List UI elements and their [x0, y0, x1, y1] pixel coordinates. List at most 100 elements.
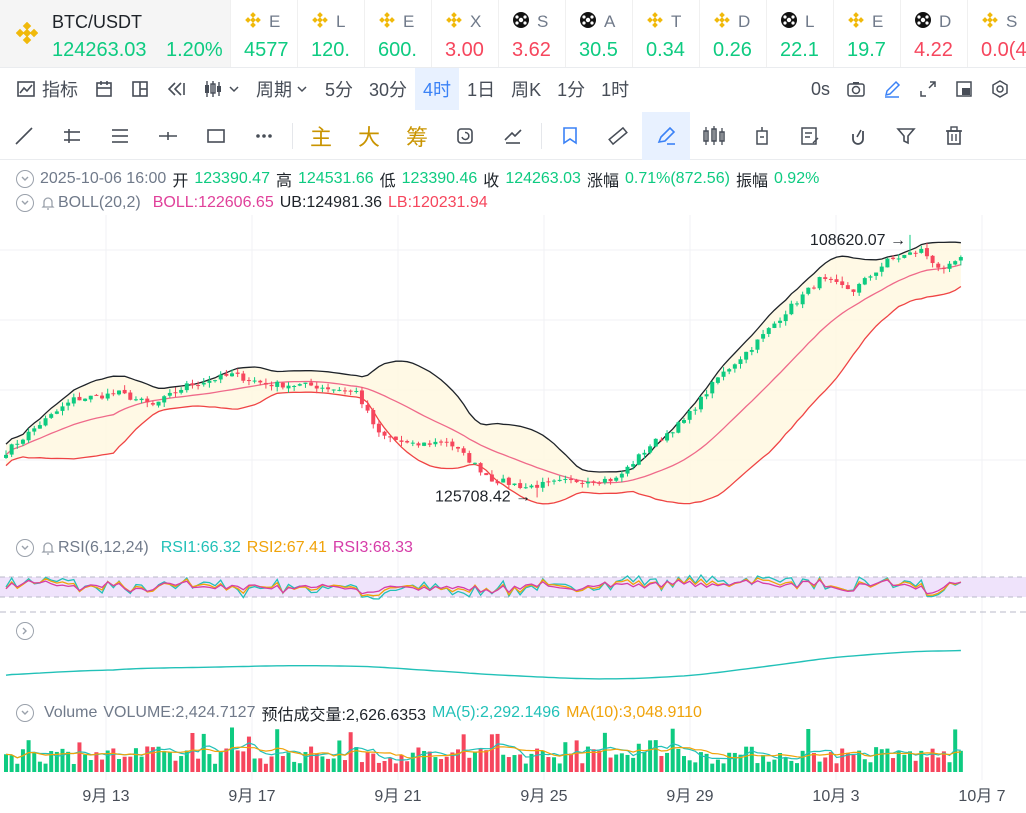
chevron-down-icon: [297, 86, 307, 93]
big-order-tool[interactable]: 大: [345, 112, 393, 160]
edit-button[interactable]: [874, 68, 910, 110]
candle-body: [676, 422, 681, 433]
interval-tab[interactable]: 30分: [361, 68, 415, 110]
position-icon: [756, 126, 768, 145]
collapse-icon[interactable]: [16, 170, 34, 188]
volume-bar: [676, 748, 681, 772]
interval-tab[interactable]: 周K: [503, 68, 549, 110]
volume-bar: [766, 761, 771, 772]
candle-body: [642, 452, 647, 455]
expand-icon: [920, 81, 936, 97]
volume-bar: [874, 747, 879, 772]
collapse-icon[interactable]: [16, 194, 34, 212]
window-button[interactable]: [946, 68, 982, 110]
candle-body: [840, 281, 845, 285]
trendline-tool[interactable]: [0, 112, 48, 160]
ticker-item[interactable]: D 0.26: [699, 0, 766, 67]
screenshot-button[interactable]: [838, 68, 874, 110]
ray-tool[interactable]: [144, 112, 192, 160]
channel-tool[interactable]: [96, 112, 144, 160]
interval-tab[interactable]: 4时: [415, 68, 460, 110]
indicator-button[interactable]: 指标: [0, 68, 86, 110]
rectangle-tool[interactable]: [192, 112, 240, 160]
ticker-item[interactable]: L 120.: [297, 0, 364, 67]
indicator-icon: [17, 81, 35, 97]
ticker-item[interactable]: S 0.0(4: [967, 0, 1026, 67]
interval-label: 30分: [369, 80, 408, 100]
bell-icon[interactable]: [40, 195, 56, 211]
ticker-main-btc[interactable]: BTC/USDT 124263.03 1.20%: [0, 0, 230, 67]
interval-tab[interactable]: 5分: [317, 68, 361, 110]
volume-bar: [941, 751, 946, 772]
volume-bar: [659, 755, 664, 772]
hline-tool[interactable]: [48, 112, 96, 160]
candle-body: [710, 382, 715, 394]
filter-tool[interactable]: [882, 112, 930, 160]
candle-body: [456, 446, 460, 449]
volume-bar: [337, 740, 342, 772]
bookmark-tool[interactable]: [546, 112, 594, 160]
chip-tool[interactable]: 筹: [393, 112, 441, 160]
ticker-item[interactable]: S 3.62: [498, 0, 565, 67]
volume-bar: [908, 751, 912, 772]
volume-bar: [761, 754, 766, 772]
interval-label: 5分: [325, 80, 354, 100]
refresh-tool[interactable]: [441, 112, 489, 160]
chevron-down-icon: [229, 86, 239, 93]
volume-bar: [156, 746, 161, 772]
collapse-icon[interactable]: [16, 704, 34, 722]
volume-bar: [326, 758, 331, 772]
candle-body: [755, 339, 760, 350]
candle-body: [382, 431, 387, 436]
magnet-tool[interactable]: [834, 112, 882, 160]
candle-body: [43, 418, 48, 426]
settings-button[interactable]: [982, 68, 1026, 110]
candle-body: [117, 390, 121, 395]
collapse-icon[interactable]: [16, 539, 34, 557]
ticker-item[interactable]: L 22.1: [766, 0, 833, 67]
note-tool[interactable]: [786, 112, 834, 160]
candle-body: [162, 396, 167, 403]
layout-button[interactable]: [122, 68, 158, 110]
candles-tool[interactable]: [690, 112, 738, 160]
period-dropdown[interactable]: 周期: [248, 68, 317, 110]
volume-bar: [891, 758, 896, 772]
volume-bar: [133, 748, 138, 772]
position-tool[interactable]: [738, 112, 786, 160]
ticker-item[interactable]: T 0.34: [632, 0, 699, 67]
candle-body: [190, 383, 195, 386]
expand-pane-icon[interactable]: [16, 622, 34, 640]
calendar-button[interactable]: [86, 68, 122, 110]
replay-button[interactable]: [158, 68, 194, 110]
boll-band-fill: [6, 242, 961, 504]
ruler-tool[interactable]: [594, 112, 642, 160]
candle-type-button[interactable]: [194, 68, 248, 110]
volume-bar: [501, 754, 506, 772]
ticker-item[interactable]: E 19.7: [833, 0, 900, 67]
ticker-item[interactable]: E 600.: [364, 0, 431, 67]
volume-bar: [789, 760, 794, 772]
candle-body: [167, 392, 172, 396]
boll-upper-line: [5, 241, 961, 473]
interval-tab[interactable]: 1时: [593, 68, 637, 110]
delete-tool[interactable]: [930, 112, 978, 160]
candle-body: [919, 248, 924, 253]
interval-tab[interactable]: 1分: [549, 68, 593, 110]
candle-body: [518, 483, 523, 488]
ticker-item[interactable]: X 3.00: [431, 0, 498, 67]
brush-tool[interactable]: [642, 111, 690, 160]
magnet-icon: [852, 129, 864, 145]
ticker-item[interactable]: E 4577: [230, 0, 297, 67]
volume-bar: [682, 756, 686, 772]
ticker-item[interactable]: A 30.5: [565, 0, 632, 67]
ticker-item[interactable]: D 4.22: [900, 0, 967, 67]
expand-button[interactable]: [910, 68, 946, 110]
bell-icon[interactable]: [40, 540, 56, 556]
main-chart-tool[interactable]: 主: [297, 112, 345, 160]
more-tools[interactable]: [240, 112, 288, 160]
hide-drawings-tool[interactable]: [489, 112, 537, 160]
interval-tab[interactable]: 1日: [459, 68, 503, 110]
gear-icon: [992, 80, 1008, 98]
ticker-item-value: 3.00: [445, 39, 484, 61]
